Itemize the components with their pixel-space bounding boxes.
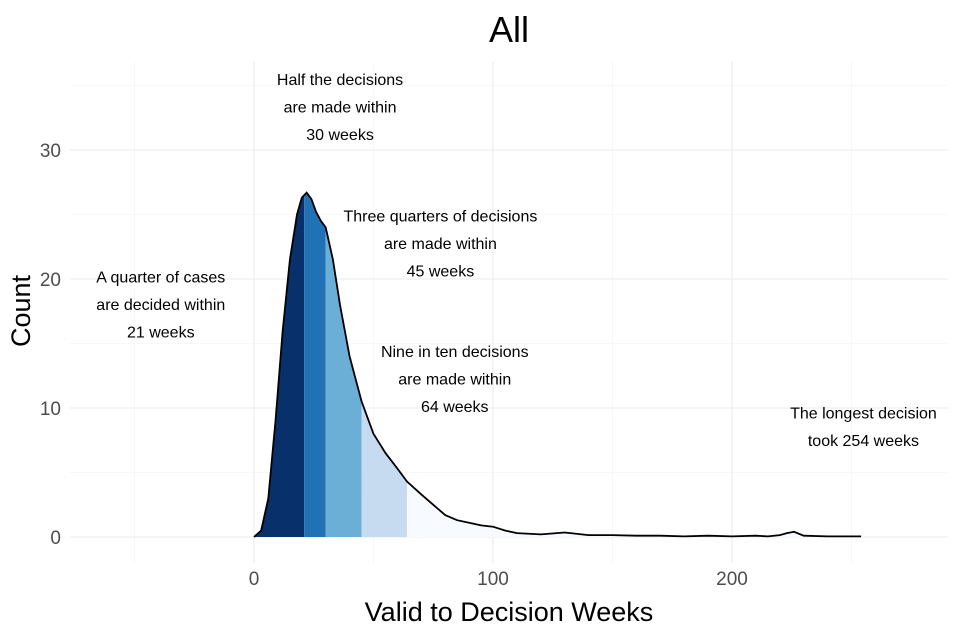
x-tick-label: 200: [716, 569, 748, 590]
annotation-line: are made within: [384, 236, 497, 253]
quantile-band-1: [254, 195, 305, 537]
annotation-4: Nine in ten decisions are made within 64 w…: [381, 344, 529, 416]
x-tick-label: 100: [477, 569, 509, 590]
annotation-line: The longest decision: [790, 406, 937, 423]
quantile-band-3: [325, 227, 362, 537]
annotation-line: took 254 weeks: [808, 433, 919, 450]
chart-title: All: [489, 9, 529, 50]
annotation-line: Three quarters of decisions: [343, 209, 537, 226]
annotation-line: Nine in ten decisions: [381, 344, 529, 361]
x-tick-label: 0: [249, 569, 260, 590]
y-tick-label: 10: [40, 399, 61, 420]
annotation-line: 21 weeks: [127, 324, 195, 341]
annotation-line: A quarter of cases: [96, 269, 225, 286]
quantile-band-2: [304, 192, 326, 537]
y-tick-label: 0: [50, 528, 61, 549]
grid: [70, 62, 948, 563]
annotation-3: Three quarters of decisions are made with…: [343, 209, 537, 281]
annotation-line: are made within: [398, 372, 511, 389]
quantile-band-5: [406, 481, 862, 537]
annotations: A quarter of cases are decided within 21 w…: [96, 72, 937, 450]
quantile-band-4: [361, 401, 407, 537]
annotation-line: are made within: [284, 99, 397, 116]
x-axis-ticks: 0 100 200: [249, 569, 748, 590]
quantile-bands: [254, 192, 862, 537]
annotation-line: 45 weeks: [407, 264, 475, 281]
annotation-line: are decided within: [96, 297, 225, 314]
x-axis-title: Valid to Decision Weeks: [365, 597, 654, 627]
y-tick-label: 20: [40, 270, 61, 291]
y-tick-label: 30: [40, 141, 61, 162]
annotation-5: The longest decision took 254 weeks: [790, 406, 937, 451]
annotation-line: Half the decisions: [277, 72, 403, 89]
annotation-1: A quarter of cases are decided within 21 w…: [96, 269, 225, 341]
annotation-line: 30 weeks: [306, 127, 374, 144]
density-curve: [253, 191, 862, 538]
y-axis-title: Count: [6, 274, 36, 347]
y-axis-ticks: 0 10 20 30: [40, 141, 61, 549]
annotation-2: Half the decisions are made within 30 week…: [277, 72, 403, 144]
annotation-line: 64 weeks: [421, 399, 489, 416]
